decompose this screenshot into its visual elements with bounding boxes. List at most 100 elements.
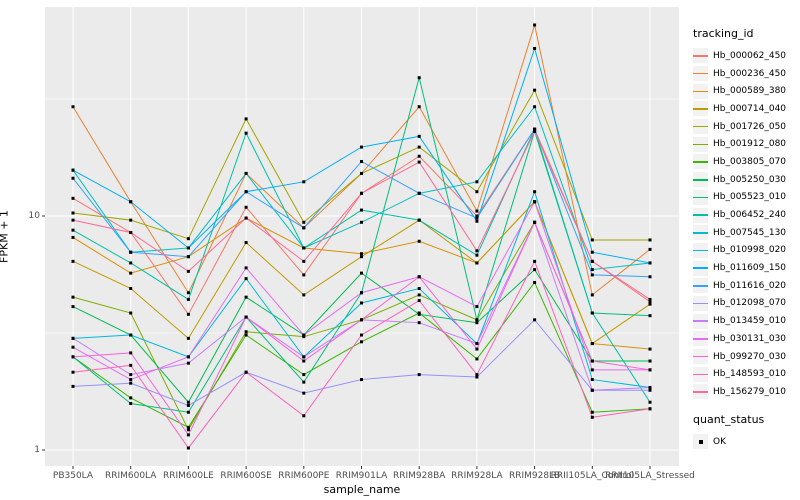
data-point	[244, 266, 248, 270]
data-point	[186, 255, 190, 259]
data-point	[129, 363, 133, 367]
legend-item-Hb_001726_050: Hb_001726_050	[693, 118, 799, 136]
legend-item-label: Hb_000062_450	[713, 50, 787, 61]
data-point	[186, 355, 190, 359]
data-point	[417, 321, 421, 325]
legend-item-Hb_011609_150: Hb_011609_150	[693, 259, 799, 277]
data-point	[302, 273, 306, 277]
legend-key-swatch	[693, 331, 708, 347]
data-point	[475, 180, 479, 184]
data-point	[590, 273, 594, 277]
data-point	[648, 388, 652, 392]
legend-item-Hb_000236_450: Hb_000236_450	[693, 65, 799, 83]
legend-key-swatch	[693, 313, 708, 329]
x-tick-label: RRIM901LA	[335, 471, 388, 481]
data-point	[129, 271, 133, 275]
data-point	[244, 370, 248, 374]
legend-key-swatch	[693, 260, 708, 276]
data-point	[302, 259, 306, 263]
data-point	[71, 305, 75, 309]
data-point	[360, 271, 363, 275]
data-point	[71, 336, 75, 340]
legend-line-icon	[693, 196, 708, 199]
data-point	[648, 347, 652, 351]
x-tick-label: RRIM928LA	[451, 471, 503, 481]
x-tick-label: PB350LA	[52, 471, 94, 481]
data-point	[129, 200, 133, 204]
data-point	[648, 385, 652, 389]
data-point	[129, 351, 133, 355]
data-point	[71, 355, 75, 359]
data-point	[244, 241, 248, 245]
legend-item-Hb_012098_070: Hb_012098_070	[693, 295, 799, 313]
legend-line-icon	[693, 232, 708, 234]
data-point	[475, 342, 479, 346]
data-point	[648, 302, 652, 306]
legend-key-swatch	[693, 366, 708, 382]
data-point	[417, 312, 421, 316]
legend-key-swatch	[693, 207, 708, 223]
data-point	[302, 391, 306, 395]
legend-line-icon	[693, 214, 708, 216]
data-point	[475, 347, 479, 351]
data-point	[360, 220, 363, 224]
data-point	[417, 145, 421, 149]
legend-line-icon	[693, 285, 708, 287]
legend-line-icon	[693, 72, 708, 75]
legend-item-label: Hb_006452_240	[713, 210, 787, 221]
data-point	[244, 131, 248, 135]
data-point	[186, 446, 190, 450]
data-point	[417, 76, 421, 80]
data-point	[360, 191, 363, 195]
data-point	[71, 345, 75, 349]
data-point	[302, 246, 306, 250]
legend-line-icon	[693, 302, 708, 305]
data-point	[648, 400, 652, 404]
data-point	[417, 160, 421, 164]
legend-item-label: Hb_007545_130	[713, 227, 787, 238]
data-point	[186, 433, 190, 437]
legend-line-icon	[693, 108, 708, 110]
data-point	[417, 275, 421, 279]
x-tick-label: RRIM928BA	[392, 471, 446, 481]
tracking-id-legend-title: tracking_id	[693, 27, 754, 40]
x-axis-title: sample_name	[323, 483, 401, 496]
legend-key-swatch	[693, 101, 708, 117]
data-point	[590, 410, 594, 414]
data-point	[186, 336, 190, 340]
legend-line-icon	[693, 267, 708, 269]
data-point	[417, 286, 421, 290]
ok-point-icon	[698, 439, 703, 444]
legend-key-swatch	[693, 189, 708, 205]
data-point	[71, 168, 75, 172]
legend-line-icon	[693, 355, 708, 358]
data-point	[360, 145, 363, 149]
quant-status-legend-title: quant_status	[693, 412, 765, 426]
data-point	[590, 342, 594, 346]
legend-line-icon	[693, 249, 708, 252]
data-point	[475, 249, 479, 253]
data-point	[360, 318, 363, 322]
legend-item-label: Hb_001912_080	[713, 139, 787, 150]
legend-item-label: Hb_156279_010	[713, 386, 787, 397]
data-point	[129, 250, 133, 254]
legend-item-Hb_005250_030: Hb_005250_030	[693, 171, 799, 189]
data-point	[71, 196, 75, 200]
tracking-id-legend-entries: Hb_000062_450 Hb_000236_450 Hb_000589_380 H…	[693, 47, 799, 401]
data-point	[186, 361, 190, 365]
data-point	[129, 396, 133, 400]
data-point	[302, 355, 306, 359]
data-point	[475, 321, 479, 325]
legend-item-label: Hb_013459_010	[713, 316, 787, 327]
data-point	[533, 105, 537, 109]
legend-item-Hb_013459_010: Hb_013459_010	[693, 312, 799, 330]
data-point	[129, 218, 133, 222]
data-point	[533, 318, 537, 322]
data-point	[244, 190, 248, 194]
data-point	[648, 261, 652, 265]
data-point	[533, 190, 537, 194]
data-point	[417, 154, 421, 158]
x-tick-label: RRIM600LA	[104, 471, 157, 481]
data-point	[360, 333, 363, 337]
